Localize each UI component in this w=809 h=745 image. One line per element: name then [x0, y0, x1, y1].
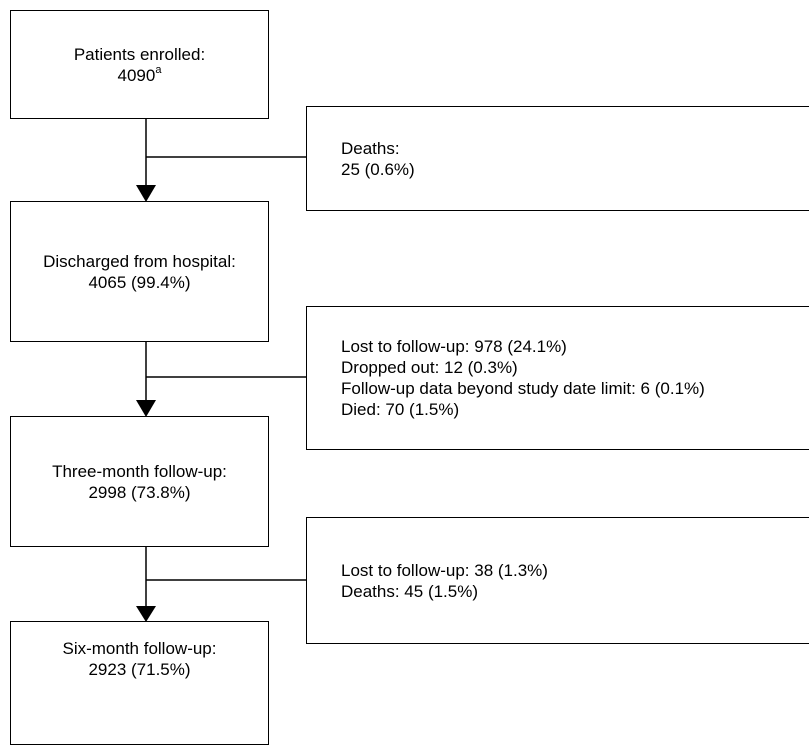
three-month-label: Three-month follow-up:: [52, 461, 227, 481]
arrowhead-discharged: [136, 185, 156, 202]
three-month-box: Three-month follow-up: 2998 (73.8%): [10, 416, 269, 547]
arrowhead-three-month: [136, 400, 156, 417]
six-month-value: 2923 (71.5%): [88, 660, 191, 679]
enrolled-value: 4090: [117, 65, 156, 85]
exclusion-died: Died: 70 (1.5%): [341, 400, 460, 419]
discharged-value: 4065 (99.4%): [88, 272, 191, 292]
exclusion-lost-to-follow-up: Lost to follow-up: 978 (24.1%): [341, 337, 567, 356]
exclusion-deaths-2: Deaths: 45 (1.5%): [341, 581, 479, 601]
deaths-value: 25 (0.6%): [341, 159, 415, 179]
deaths-box: Deaths: 25 (0.6%): [306, 106, 809, 211]
enrolled-footnote-marker: a: [155, 63, 162, 76]
exclusion-lost-to-follow-up-2: Lost to follow-up: 38 (1.3%): [341, 560, 548, 580]
three-month-value: 2998 (73.8%): [88, 482, 191, 502]
discharged-label: Discharged from hospital:: [43, 251, 236, 271]
six-month-label: Six-month follow-up:: [62, 639, 217, 658]
enrolled-value-line: 4090a: [117, 63, 162, 86]
exclusions-after-discharge-box: Lost to follow-up: 978 (24.1%) Dropped o…: [306, 306, 809, 450]
discharged-box: Discharged from hospital: 4065 (99.4%): [10, 201, 269, 342]
exclusions-after-three-month-box: Lost to follow-up: 38 (1.3%) Deaths: 45 …: [306, 517, 809, 644]
enrolled-label: Patients enrolled:: [73, 44, 206, 64]
six-month-box: Six-month follow-up: 2923 (71.5%): [10, 621, 269, 745]
enrolled-box: Patients enrolled: 4090a: [10, 10, 269, 119]
exclusion-dropped-out: Dropped out: 12 (0.3%): [341, 358, 518, 377]
exclusion-beyond-date-limit: Follow-up data beyond study date limit: …: [341, 379, 705, 398]
deaths-label: Deaths:: [341, 138, 400, 158]
arrowhead-six-month: [136, 606, 156, 622]
